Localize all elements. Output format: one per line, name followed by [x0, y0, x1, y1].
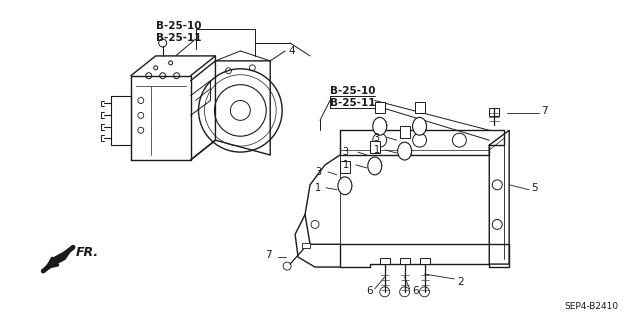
Text: B-25-11: B-25-11: [330, 98, 376, 108]
Text: 1: 1: [374, 145, 380, 155]
Bar: [399, 126, 410, 138]
Ellipse shape: [413, 117, 426, 135]
Bar: [489, 108, 499, 116]
Ellipse shape: [338, 177, 352, 195]
Bar: [415, 101, 424, 113]
Text: 7: 7: [541, 107, 548, 116]
Bar: [399, 258, 410, 264]
Text: B-25-10: B-25-10: [156, 21, 201, 31]
Text: 3: 3: [315, 167, 321, 177]
Text: 4: 4: [288, 46, 295, 56]
Text: B-25-11: B-25-11: [156, 33, 201, 43]
Polygon shape: [44, 247, 73, 271]
Bar: [420, 258, 429, 264]
Text: 7: 7: [266, 250, 272, 260]
Text: 6: 6: [413, 286, 419, 296]
Text: 1: 1: [315, 183, 321, 193]
Bar: [340, 161, 350, 173]
Bar: [375, 101, 385, 113]
Text: 6: 6: [367, 286, 373, 296]
Bar: [302, 243, 310, 248]
Bar: [380, 258, 390, 264]
Ellipse shape: [368, 157, 381, 175]
Text: 3: 3: [343, 147, 349, 157]
Text: 3: 3: [374, 133, 380, 143]
Text: SEP4-B2410: SEP4-B2410: [564, 302, 619, 311]
Text: FR.: FR.: [76, 246, 99, 259]
Bar: [370, 141, 380, 153]
Ellipse shape: [397, 142, 412, 160]
Text: 1: 1: [343, 160, 349, 170]
Text: 5: 5: [531, 183, 538, 193]
Text: B-25-10: B-25-10: [330, 86, 376, 96]
Ellipse shape: [372, 117, 387, 135]
Text: 2: 2: [458, 277, 464, 287]
